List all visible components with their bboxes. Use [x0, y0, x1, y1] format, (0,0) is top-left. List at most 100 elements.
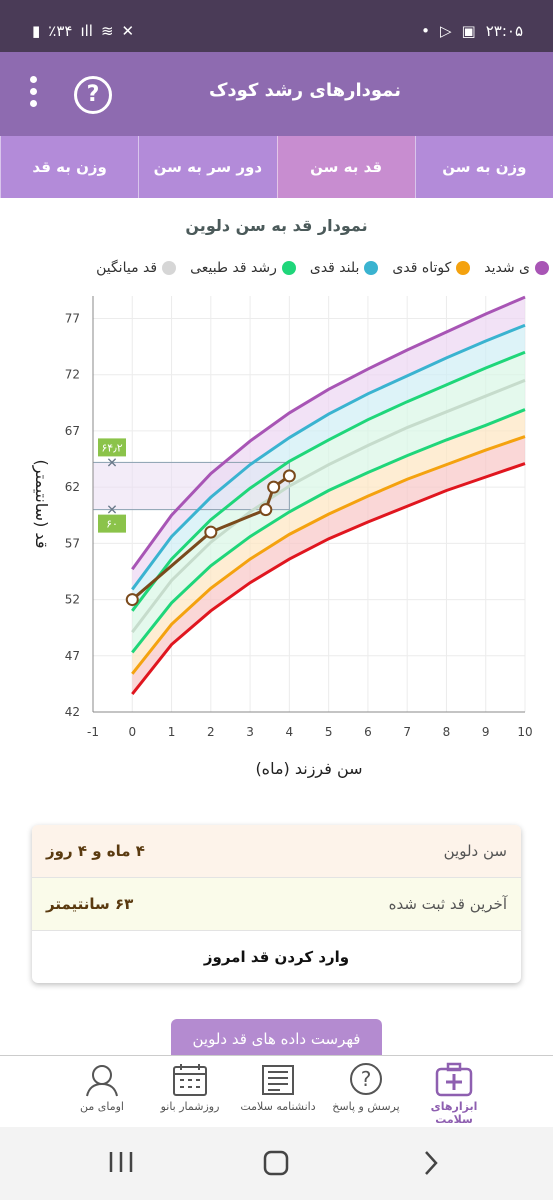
band-area — [132, 436, 526, 695]
signal-icon: ıll — [80, 22, 93, 40]
band-area — [132, 325, 526, 611]
curve-very_tall — [131, 295, 526, 571]
marker-badge — [98, 438, 126, 457]
legend-label: ی شدید — [484, 260, 530, 276]
x-tick-label: 1 — [168, 725, 176, 739]
back-icon[interactable] — [425, 1151, 438, 1175]
nav-label: پرسش و پاسخ — [332, 1100, 400, 1113]
y-tick-label: 77 — [65, 311, 80, 325]
chart-tabs: وزن به سن قد به سن دور سر به سن وزن به ق… — [0, 136, 553, 198]
mute-icon: ✕ — [121, 22, 135, 40]
dot-icon: • — [421, 22, 430, 40]
status-right: • ▷ ▣ ۲۳:۰۵ — [421, 22, 523, 40]
marker-x-icon: ✕ — [106, 455, 118, 471]
tab-head-age[interactable]: دور سر به سن — [138, 136, 276, 198]
curve-severe_short — [131, 462, 526, 695]
marker-x-icon: ✕ — [106, 503, 118, 519]
recent-apps-icon[interactable] — [109, 1152, 133, 1172]
height-label: آخرین قد ثبت شده — [388, 895, 507, 913]
band-area — [132, 297, 526, 590]
battery-text: ٪۳۴ — [48, 22, 73, 40]
y-tick-label: 72 — [65, 368, 80, 382]
highlight-box — [92, 461, 290, 511]
marker-badge — [98, 514, 126, 533]
child-data-point — [282, 469, 296, 483]
band-area — [132, 409, 526, 674]
y-tick-label: 62 — [65, 480, 80, 494]
age-row: سن دلوین ۴ ماه و ۴ روز — [32, 825, 521, 878]
calendar-icon — [173, 1064, 207, 1096]
curve-tall — [131, 323, 526, 591]
y-axis-title: قد (سانتیمتر) — [31, 460, 51, 549]
play-icon: ▷ — [439, 22, 452, 40]
battery-icon: ▮ — [32, 22, 41, 40]
marker-label: ۶۴٫۲ — [101, 441, 122, 454]
child-data-point — [204, 525, 218, 539]
nav-calendar[interactable]: روزشمار بانو — [146, 1056, 234, 1127]
newspaper-icon — [262, 1065, 294, 1095]
tab-weight-age[interactable]: وزن به سن — [414, 136, 553, 198]
legend-label: قد میانگین — [96, 260, 158, 276]
status-bar: ▮ ٪۳۴ ıll ≋ ✕ • ▷ ▣ ۲۳:۰۵ — [0, 0, 553, 52]
wifi-icon: ≋ — [100, 22, 114, 40]
legend-dot — [535, 261, 549, 275]
x-tick-label: 6 — [364, 725, 372, 739]
more-menu-icon[interactable] — [30, 76, 40, 112]
legend-item: ی شدید — [484, 260, 549, 276]
system-nav — [0, 1127, 553, 1200]
nav-qa[interactable]: ? پرسش و پاسخ — [322, 1056, 410, 1127]
x-tick-label: 3 — [246, 725, 254, 739]
x-axis-title: سن فرزند (ماه) — [255, 759, 362, 779]
app-bar: ? نمودارهای رشد کودک — [0, 52, 553, 136]
nav-encyclopedia[interactable]: دانشنامه سلامت — [234, 1056, 322, 1127]
image-icon: ▣ — [461, 22, 476, 40]
clock-text: ۲۳:۰۵ — [485, 22, 523, 40]
tab-height-age[interactable]: قد به سن — [276, 136, 415, 198]
svg-text:?: ? — [361, 1067, 372, 1091]
legend-dot — [162, 261, 177, 275]
nav-label: روزشمار بانو — [160, 1100, 220, 1113]
nav-label: ابزارهای سلامت — [430, 1100, 478, 1126]
y-tick-label: 57 — [65, 536, 80, 550]
legend-dot — [364, 261, 379, 275]
age-value: ۴ ماه و ۴ روز — [46, 842, 145, 860]
help-icon[interactable]: ? — [74, 76, 112, 114]
curve-normal_low — [131, 408, 526, 654]
legend-dot — [456, 261, 471, 275]
tab-weight-height[interactable]: وزن به قد — [0, 136, 138, 198]
y-tick-label: 42 — [65, 705, 80, 719]
x-tick-label: 4 — [286, 725, 294, 739]
enter-height-button[interactable]: وارد کردن قد امروز — [203, 948, 350, 966]
x-tick-label: 0 — [128, 725, 136, 739]
chart-title: نمودار قد به سن دلوین — [185, 216, 368, 235]
height-row: آخرین قد ثبت شده ۶۳ سانتیمتر — [32, 878, 521, 931]
child-data-point — [125, 593, 139, 607]
band-area — [132, 380, 526, 653]
legend-label: بلند قدی — [309, 260, 360, 276]
y-tick-label: 52 — [65, 593, 80, 607]
nav-health-tools[interactable]: ابزارهای سلامت — [410, 1056, 498, 1127]
page-title: نمودارهای رشد کودک — [208, 80, 401, 101]
nav-profile[interactable]: اومای من — [58, 1056, 146, 1127]
band-area — [132, 352, 526, 633]
marker-label: ۶۰ — [106, 518, 118, 531]
legend-item: قد میانگین — [96, 260, 177, 276]
x-tick-label: 2 — [207, 725, 215, 739]
x-tick-label: 9 — [482, 725, 490, 739]
status-left: ▮ ٪۳۴ ıll ≋ ✕ — [32, 22, 134, 40]
y-tick-label: 47 — [65, 649, 80, 663]
legend-label: رشد قد طبیعی — [190, 260, 277, 276]
home-icon[interactable] — [263, 1150, 289, 1176]
profile-icon — [86, 1065, 118, 1097]
height-list-button[interactable]: فهرست داده های قد دلوین — [171, 1019, 382, 1055]
health-kit-icon — [435, 1062, 473, 1097]
curve-short — [131, 435, 526, 675]
nav-label: اومای من — [80, 1100, 124, 1113]
curve-normal_high — [131, 350, 526, 612]
info-card: سن دلوین ۴ ماه و ۴ روز آخرین قد ثبت شده … — [32, 825, 521, 983]
system-nav-icons — [109, 1150, 438, 1176]
curve-median — [131, 378, 526, 634]
x-tick-label: 8 — [443, 725, 451, 739]
x-tick-label: 5 — [325, 725, 333, 739]
